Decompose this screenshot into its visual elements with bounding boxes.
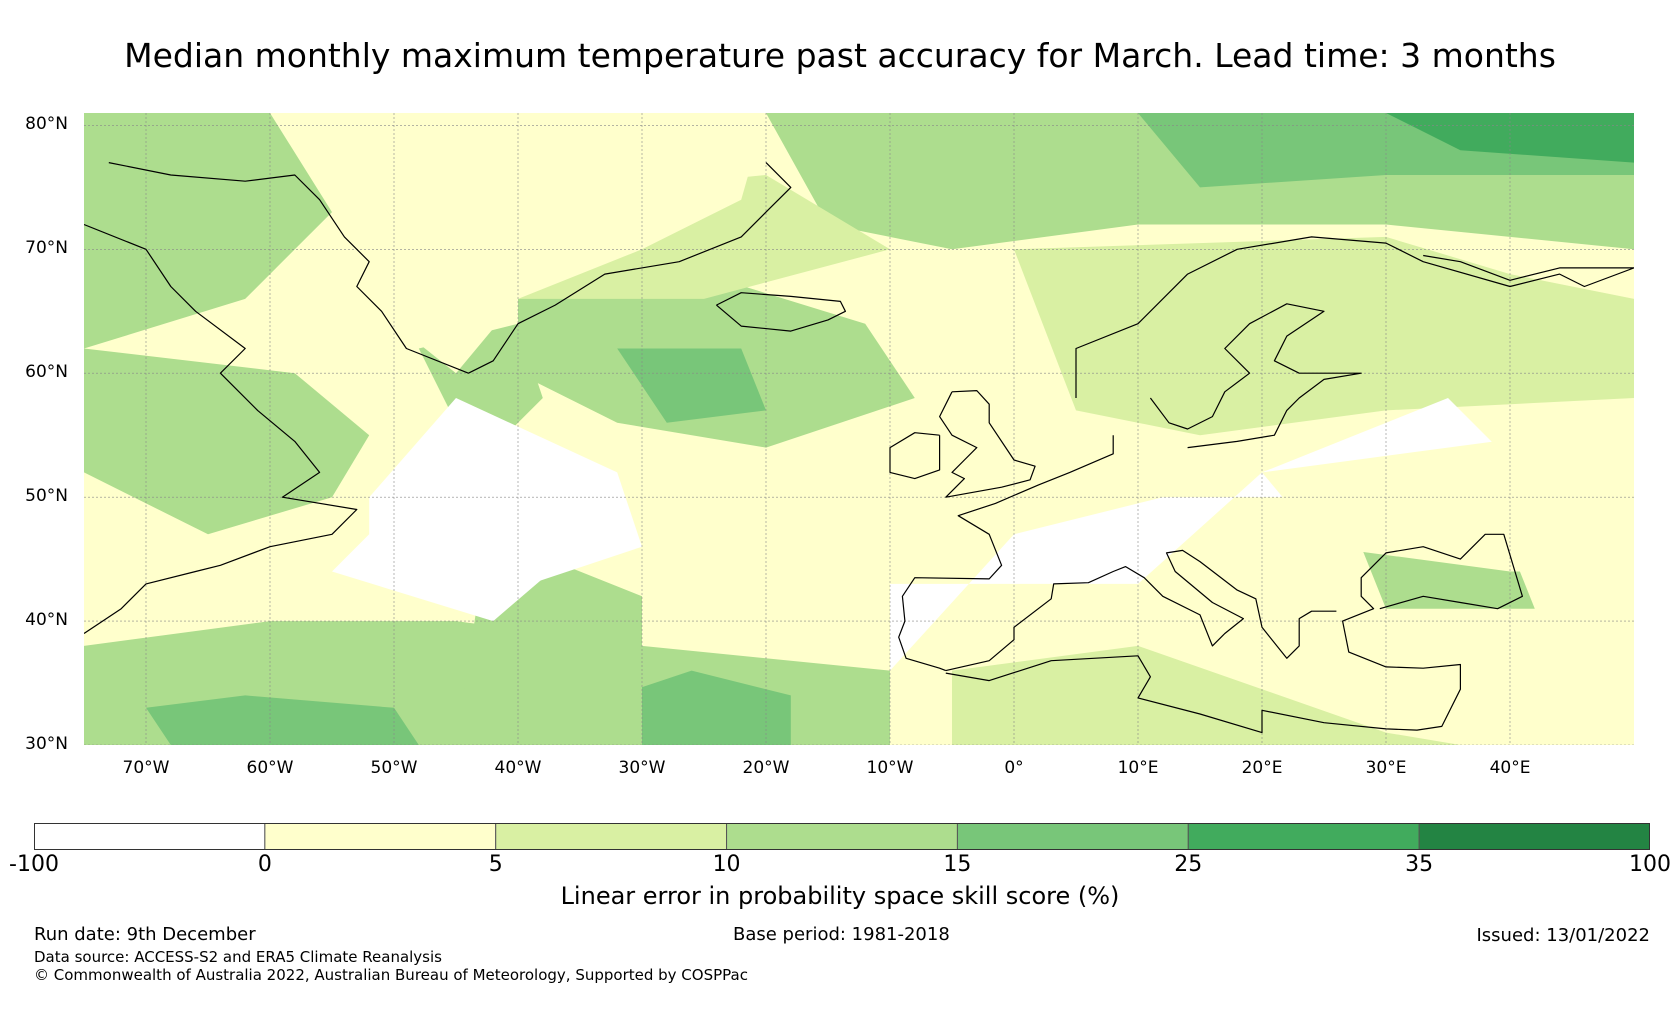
- lon-tick-label: 70°W: [122, 758, 170, 778]
- colorbar-tick-label: 0: [257, 852, 272, 877]
- lat-tick-label: 40°N: [25, 610, 68, 631]
- lat-tick-label: 30°N: [25, 734, 68, 754]
- coastline-europe-atlantic: [898, 435, 1114, 672]
- coastline-northern-russia: [1423, 254, 1634, 281]
- colorbar-segment: [726, 823, 958, 850]
- graticule: [84, 113, 1634, 745]
- colorbar-tick-label: -100: [9, 852, 59, 877]
- lon-tick-label: 50°W: [370, 758, 418, 778]
- lon-tick-label: 40°W: [494, 758, 542, 778]
- skill-region-iceland-basin-core: [617, 348, 766, 423]
- lat-tick-label: 70°N: [25, 238, 68, 259]
- colorbar-tick-label: 5: [488, 852, 503, 877]
- coastline-uk: [938, 390, 1036, 498]
- lon-tick-label: 40°E: [1489, 758, 1531, 778]
- map-area: [84, 113, 1634, 745]
- lon-tick-label: 10°E: [1117, 758, 1159, 778]
- skill-region-subtropical-hotspot-east: [617, 670, 791, 745]
- lat-tick-label: 50°N: [25, 486, 68, 507]
- skill-region-subtropical-hotspot: [146, 695, 419, 745]
- colorbar-segment: [1418, 823, 1650, 850]
- skill-region-scandinavia: [1014, 236, 1634, 436]
- lon-tick-label: 10°W: [866, 758, 914, 778]
- colorbar-segment: [495, 823, 728, 850]
- colorbar-tick-label: 100: [1629, 852, 1671, 877]
- base-period: Base period: 1981-2018: [733, 924, 950, 945]
- colorbar-tick-label: 35: [1405, 852, 1434, 877]
- colorbar: [34, 823, 1650, 850]
- lon-tick-label: 60°W: [246, 758, 294, 778]
- colorbar-label: Linear error in probability space skill …: [560, 882, 1120, 910]
- colorbar-segment: [34, 823, 266, 850]
- run-date: Run date: 9th December: [34, 924, 256, 945]
- colorbar-segment: [264, 823, 497, 850]
- colorbar-outline: [34, 823, 1650, 850]
- colorbar-tick-label: 10: [712, 852, 741, 877]
- lon-tick-label: 0°: [1004, 758, 1024, 778]
- lat-tick-label: 60°N: [25, 362, 68, 383]
- coastline-greenland: [108, 162, 792, 374]
- lat-tick-label: 80°N: [25, 114, 68, 135]
- coastline-baffin-labrador: [84, 223, 358, 634]
- coastline-baltic-sweden: [1149, 303, 1362, 449]
- chart-title: Median monthly maximum temperature past …: [124, 36, 1556, 75]
- coastline-north-africa: [945, 533, 1524, 734]
- skill-region-north-africa: [952, 645, 1461, 745]
- coastline-med-north: [945, 549, 1337, 672]
- skill-regions: [84, 113, 1634, 745]
- colorbar-tick-label: 25: [1174, 852, 1203, 877]
- lon-tick-label: 20°W: [742, 758, 790, 778]
- copyright: © Commonwealth of Australia 2022, Austra…: [34, 966, 748, 984]
- coastline-ireland: [889, 432, 941, 480]
- skill-region-greenland-interior: [332, 113, 766, 374]
- skill-region-labrador-sea: [84, 348, 370, 535]
- issued-date: Issued: 13/01/2022: [1476, 925, 1650, 946]
- lon-tick-label: 30°W: [618, 758, 666, 778]
- data-source: Data source: ACCESS-S2 and ERA5 Climate …: [34, 948, 442, 966]
- coastline-scandinavia: [1075, 236, 1634, 398]
- skill-map: [84, 113, 1634, 745]
- lon-tick-label: 30°E: [1365, 758, 1407, 778]
- colorbar-segment: [956, 823, 1189, 850]
- colorbar-tick-label: 15: [943, 852, 972, 877]
- coastline-iceland: [716, 292, 847, 332]
- coastlines: [84, 162, 1634, 734]
- lon-tick-label: 20°E: [1241, 758, 1283, 778]
- colorbar-segment: [1187, 823, 1420, 850]
